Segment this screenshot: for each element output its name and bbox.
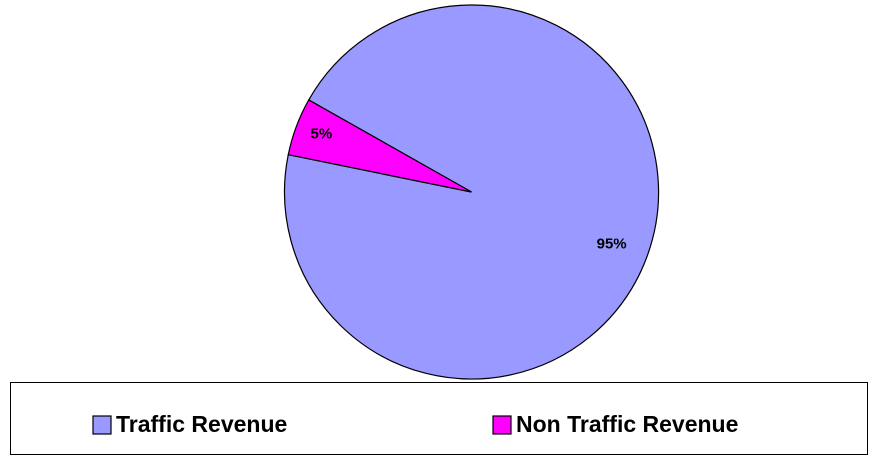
value-label: 5% [311, 126, 333, 143]
value-label: 95% [597, 235, 627, 252]
legend-swatch [92, 415, 112, 435]
legend-label: Traffic Revenue [116, 411, 287, 437]
pie-slice [287, 99, 472, 193]
legend-box [10, 382, 868, 455]
legend-swatch [492, 415, 512, 435]
legend-label: Non Traffic Revenue [516, 411, 738, 437]
